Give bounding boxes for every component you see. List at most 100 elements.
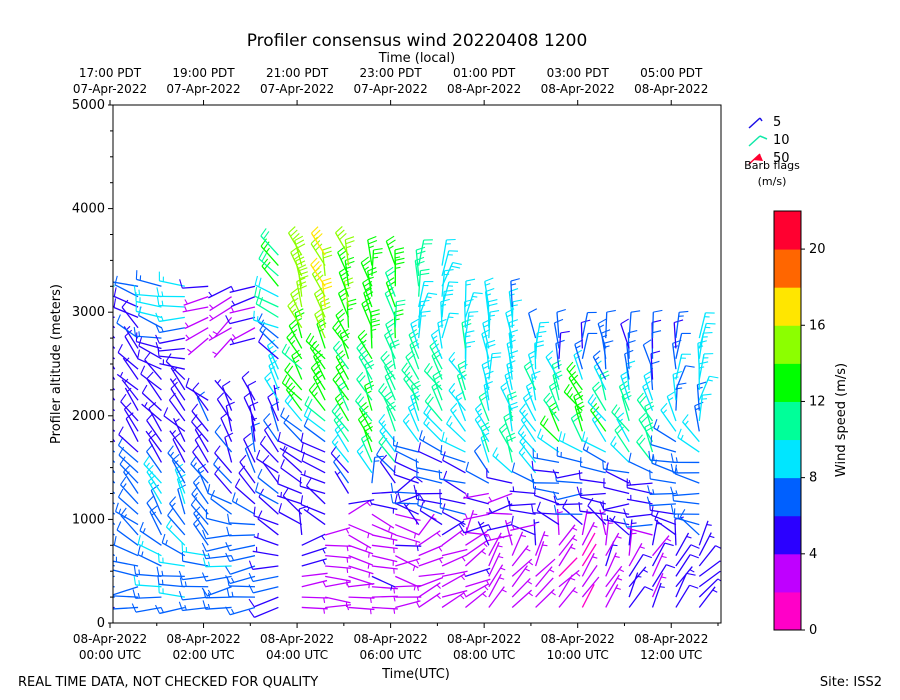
x-top-tick-date: 07-Apr-2022 [354, 82, 428, 96]
wind-barb [348, 565, 374, 578]
wind-barb [605, 574, 623, 598]
wind-barb [137, 349, 162, 370]
wind-barb [325, 544, 352, 552]
x-tick-date: 08-Apr-2022 [73, 632, 147, 646]
wind-barb [141, 384, 162, 412]
wind-barb [532, 448, 560, 464]
wind-barb [597, 318, 607, 349]
wind-barb [463, 492, 489, 499]
wind-barb [181, 551, 209, 567]
wind-barb [558, 557, 578, 577]
wind-barb [511, 577, 533, 598]
wind-barb [310, 226, 326, 256]
wind-barb [113, 575, 115, 578]
wind-barb [161, 533, 186, 557]
wind-barb [535, 577, 554, 598]
wind-barb [530, 473, 559, 484]
wind-barb [698, 520, 712, 546]
x-tick-date: 08-Apr-2022 [447, 632, 521, 646]
wind-barb [193, 516, 209, 546]
wind-barb [418, 572, 445, 578]
wind-barb [155, 334, 185, 344]
wind-barb [132, 589, 162, 599]
wind-barb [682, 414, 700, 443]
wind-barb [395, 575, 420, 591]
wind-barb [418, 582, 441, 598]
wind-barb [301, 451, 326, 474]
wind-barb [371, 595, 398, 602]
wind-barb [183, 296, 209, 306]
wind-barb [651, 552, 667, 577]
wind-barb [587, 497, 607, 526]
wind-barb [113, 298, 139, 318]
wind-barb [486, 534, 513, 542]
wind-barb [205, 509, 232, 526]
wind-barb [225, 315, 256, 325]
wind-barb [488, 573, 505, 598]
wind-barb [379, 423, 396, 453]
wind-barb [169, 496, 186, 525]
wind-barb [508, 350, 519, 380]
wind-barb [675, 332, 691, 359]
wind-barb [423, 362, 443, 391]
wind-barb [545, 350, 560, 380]
wind-barb [628, 553, 652, 577]
wind-barb [401, 362, 420, 391]
wind-barb [305, 332, 326, 360]
wind-barb [418, 292, 438, 318]
wind-barb [417, 442, 443, 464]
wind-barb [651, 582, 665, 608]
wind-barb [207, 484, 232, 505]
wind-barb [165, 518, 186, 546]
wind-barb [225, 565, 256, 575]
barb-legend: 5 10 50 Barb flags (m/s) [744, 115, 800, 188]
wind-barb [113, 595, 139, 598]
wind-barb [138, 336, 162, 360]
wind-barb [167, 445, 186, 474]
wind-barb [535, 588, 556, 608]
wind-barb [534, 541, 548, 567]
wind-barb [394, 247, 405, 276]
wind-barb [268, 349, 279, 380]
wind-barb [335, 360, 350, 391]
wind-barb [654, 511, 677, 536]
wind-barb [192, 382, 209, 412]
wind-barb [573, 391, 584, 422]
wind-barb [508, 288, 519, 318]
wind-barb [362, 422, 374, 453]
wind-barb [348, 523, 373, 539]
wind-barb [533, 519, 540, 546]
colorbar-label: Wind speed (m/s) [834, 363, 849, 477]
wind-barb [418, 530, 441, 546]
wind-barb [581, 332, 598, 359]
wind-barb [533, 486, 560, 505]
wind-barb [279, 445, 303, 463]
wind-barb [552, 469, 583, 479]
wind-barb [192, 444, 209, 474]
wind-barb [348, 555, 373, 569]
wind-barb [415, 489, 443, 505]
wind-barb [394, 257, 405, 287]
wind-barb [537, 428, 560, 453]
wind-barb [155, 323, 185, 334]
wind-barb [438, 469, 466, 484]
wind-barb [120, 393, 139, 422]
wind-barb [371, 565, 398, 574]
wind-barb [465, 461, 490, 484]
x-top-tick-time: 17:00 PDT [79, 66, 142, 80]
colorbar-segment [774, 515, 801, 555]
wind-barb [210, 490, 232, 515]
wind-barb [439, 489, 466, 505]
wind-barb [334, 470, 350, 494]
wind-barb [379, 454, 396, 484]
wind-barb [157, 552, 185, 567]
wind-barb [113, 564, 115, 567]
wind-barb [675, 310, 689, 339]
wind-barb [254, 275, 279, 298]
x-top-tick-time: 05:00 PDT [640, 66, 703, 80]
wind-barb [321, 246, 333, 277]
colorbar-segment [774, 553, 801, 593]
wind-barb [139, 521, 162, 546]
wind-barb [558, 569, 581, 588]
